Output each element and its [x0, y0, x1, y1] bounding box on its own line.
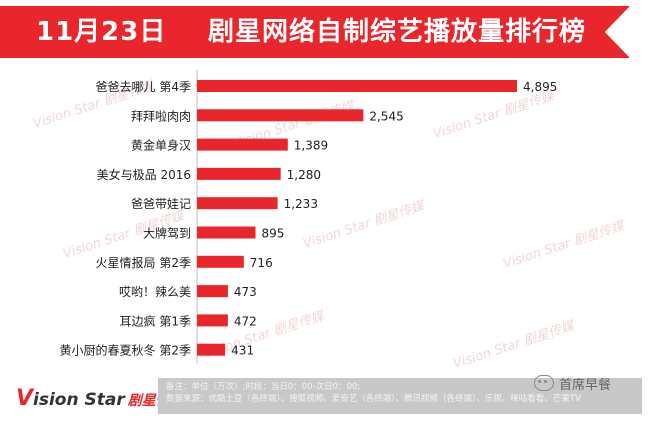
bar — [197, 80, 517, 92]
source-note: 备注：单位（万次）;时段：当日0：00-次日0：00; 数据来源：优酷土豆（各终… — [158, 378, 642, 414]
value-label: 2,545 — [369, 109, 403, 123]
note-line-units: 备注：单位（万次）;时段：当日0：00-次日0：00; — [166, 382, 361, 392]
bar — [197, 138, 288, 151]
title-banner — [0, 6, 630, 58]
bar-chart: 爸爸去哪儿 第4季 4,895 拜拜啦肉肉 2,545 黄金单身汉 1,389 美女与极品 … — [60, 70, 557, 364]
bar — [197, 314, 228, 327]
logo-wordmark: ision Star — [33, 390, 125, 410]
value-label: 4,895 — [523, 80, 557, 94]
bar — [197, 167, 281, 180]
bar — [197, 343, 226, 356]
value-label: 472 — [234, 314, 257, 328]
wechat-account-name: 首席早餐 — [559, 377, 612, 393]
value-label: 1,280 — [287, 168, 321, 182]
value-label: 473 — [234, 285, 257, 299]
value-label: 895 — [262, 227, 285, 241]
note-line-sources: 数据来源：优酷土豆（各终端）、搜狐视频、爱奇艺（各终端）、腾讯视频（各终端）、乐… — [166, 394, 581, 404]
chart-title: 剧星网络自制综艺播放量排行榜 — [208, 17, 587, 47]
bar — [197, 197, 278, 210]
bar — [197, 226, 256, 239]
value-label: 716 — [250, 256, 273, 270]
category-label: 美女与极品 2016 — [97, 167, 191, 182]
category-label: 黄金单身汉 — [131, 138, 191, 153]
category-label: 黄小厨的春夏秋冬 第2季 — [60, 343, 191, 358]
wechat-icon — [534, 375, 554, 391]
value-label: 1,389 — [294, 139, 328, 153]
chart-date: 11月23日 — [36, 17, 167, 47]
wechat-account-tag: 首席早餐 — [534, 372, 611, 394]
value-label: 431 — [231, 344, 254, 358]
brand-logo: Vision Star 剧星传媒 — [6, 382, 184, 412]
value-label: 1,233 — [284, 197, 318, 211]
category-label: 爸爸带娃记 — [131, 197, 191, 211]
bar — [197, 109, 364, 122]
bar — [197, 255, 244, 268]
category-label: 耳边疯 第1季 — [120, 313, 191, 328]
logo-v-glyph: V — [16, 386, 34, 411]
category-label: 拜拜啦肉肉 — [131, 108, 191, 123]
category-label: 爸爸去哪儿 第4季 — [96, 80, 191, 94]
category-label: 哎哟！辣么美 — [119, 285, 191, 299]
category-label: 大牌驾到 — [143, 227, 191, 241]
category-label: 火星情报局 第2季 — [96, 255, 191, 270]
bar — [197, 285, 228, 298]
